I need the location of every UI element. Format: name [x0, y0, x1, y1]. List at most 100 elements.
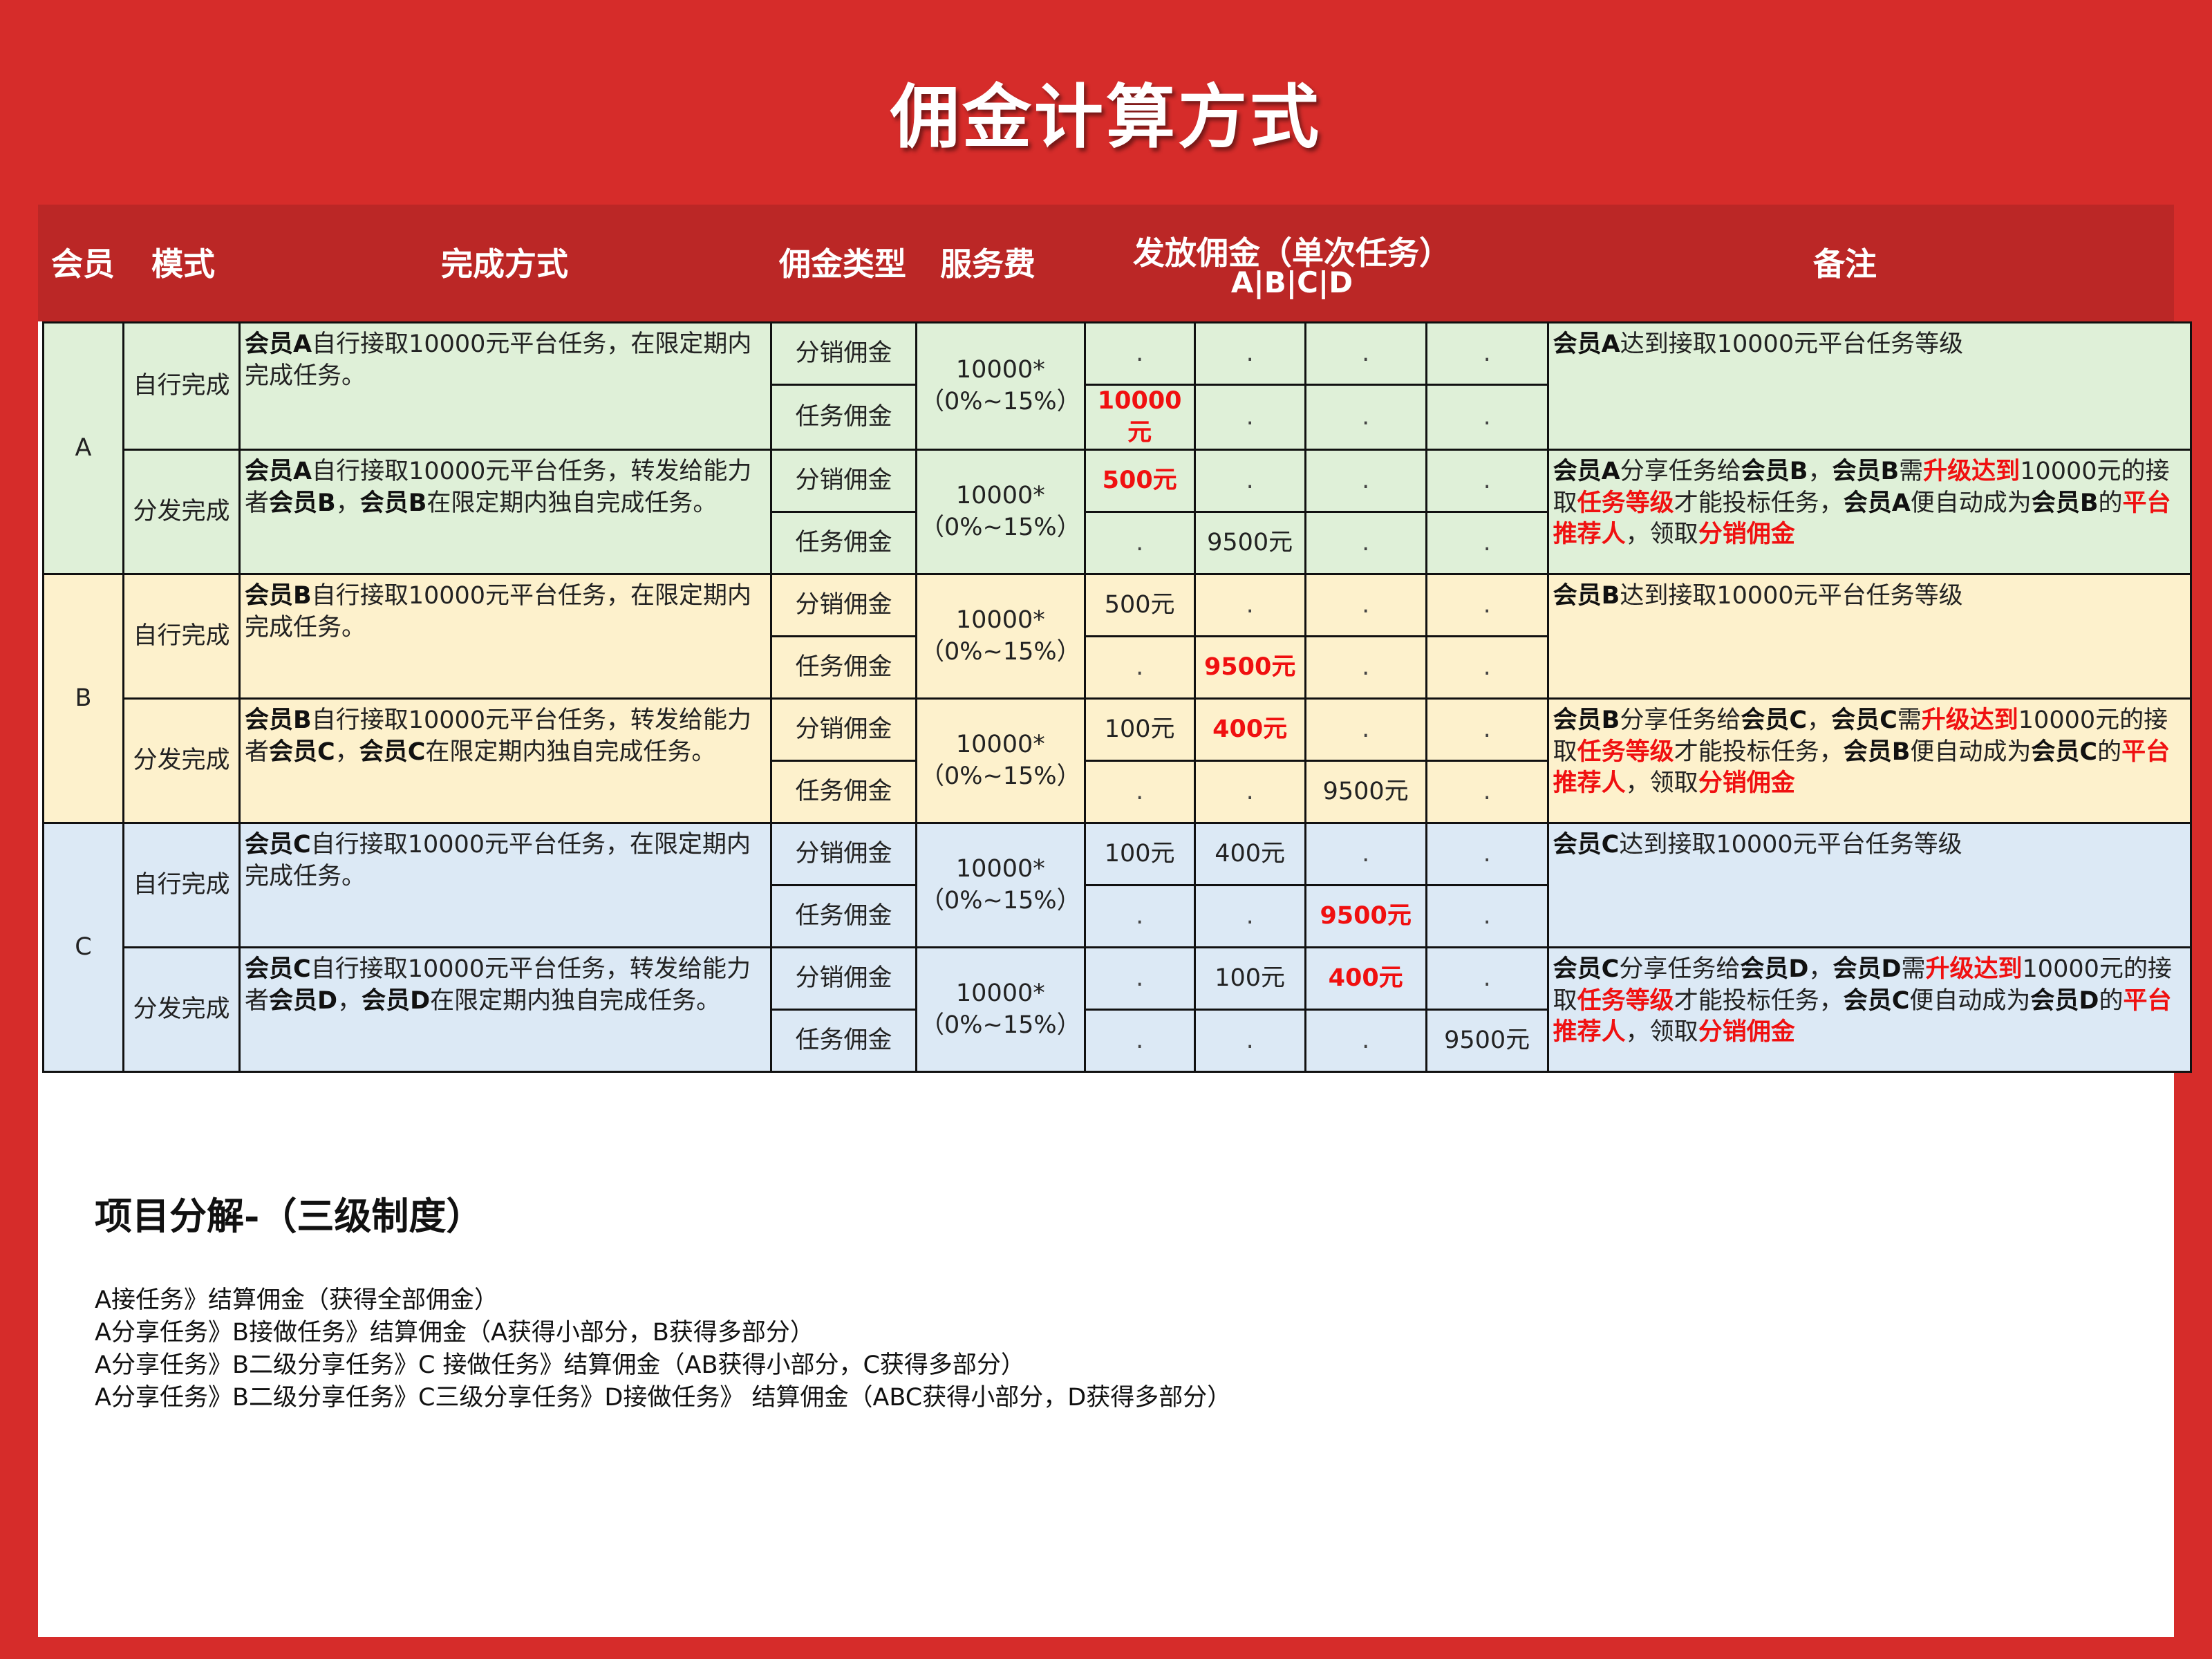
payout-cell-a: 10000元: [1083, 384, 1196, 451]
text-segment: 才能投标任务，: [1674, 489, 1844, 517]
mode-cell: 分发完成: [122, 697, 241, 824]
text-segment: 在限定期内独自完成任务。: [430, 986, 721, 1015]
text-segment: 会员B: [245, 582, 312, 610]
table-row: 任务佣金. 9500元..: [44, 511, 2191, 575]
text-segment: 会员C: [1831, 706, 1897, 734]
header-payout-sub: A|B|C|D: [1230, 265, 1353, 299]
header-method: 完成方式: [441, 245, 568, 283]
payout-cell-a: .: [1083, 321, 1196, 386]
payout-cell-d: .: [1425, 384, 1549, 451]
table-row: C 自行完成 会员C自行接取10000元平台任务，在限定期内完成任务。 分销佣金 100…: [42, 822, 2192, 1073]
highlight-text: 平台推荐人: [1553, 738, 2171, 798]
mode-cell: 分发完成: [122, 946, 241, 1073]
payout-cell-a: .: [1083, 760, 1196, 824]
header-type: 佣金类型: [779, 245, 906, 283]
payout-cell-b: .: [1193, 884, 1306, 948]
table-header: 会员 模式 完成方式 佣金类型 服务费 发放佣金（单次任务） A|B|C|D 备…: [38, 205, 2174, 321]
payout-cell-c: .: [1304, 1009, 1427, 1073]
text-segment: ，: [335, 489, 360, 517]
mode-cell: 自行完成: [122, 822, 241, 948]
header-member: 会员: [51, 245, 115, 283]
text-segment: 10000元的接取: [1553, 955, 2172, 1015]
text-segment: 会员D: [2030, 986, 2099, 1015]
text-segment: 会员B: [359, 489, 427, 517]
text-segment: 会员A: [1553, 330, 1620, 358]
text-segment: ，: [1808, 458, 1833, 485]
text-segment: 需: [1901, 955, 1926, 983]
text-segment: 才能投标任务，: [1674, 738, 1844, 766]
table-row: 任务佣金. 9500元..: [44, 635, 2191, 700]
commission-type-cell: 分销佣金: [770, 321, 917, 386]
commission-type-cell: 任务佣金: [770, 760, 917, 824]
table-row: 分发完成 会员B自行接取10000元平台任务，转发给能力者会员C，会员C在限定期内…: [44, 697, 2192, 824]
payout-cell-b: .: [1193, 384, 1306, 451]
commission-table: A 自行完成 会员A自行接取10000元平台任务，在限定期内完成任务。 分销佣金 100…: [42, 321, 2192, 1073]
payout-cell-d: .: [1425, 884, 1549, 948]
payout-cell-b: .: [1193, 760, 1306, 824]
text-segment: 的: [2098, 489, 2123, 517]
text-segment: ，: [1807, 706, 1832, 734]
text-segment: 分享任务给: [1620, 706, 1741, 734]
table-row: 分发完成 会员A自行接取10000元平台任务，转发给能力者会员B，会员B在限定期内…: [44, 449, 2192, 575]
text-segment: 自行接取10000元平台任务，在限定期内完成任务。: [245, 582, 752, 641]
text-segment: 会员A: [245, 330, 312, 358]
method-cell: 会员B自行接取10000元平台任务，在限定期内完成任务。: [238, 573, 772, 700]
text-segment: 会员C: [245, 831, 311, 859]
payout-cell-a: .: [1083, 511, 1196, 575]
text-segment: 才能投标任务，: [1674, 986, 1844, 1015]
mode-cell: 自行完成: [122, 573, 241, 700]
mode-cell: 分发完成: [122, 449, 241, 575]
payout-cell-c: 400元: [1304, 946, 1427, 1011]
payout-cell-b: .: [1193, 1009, 1306, 1073]
payout-cell-d: .: [1425, 449, 1549, 513]
breakdown-line: A分享任务》B二级分享任务》C 接做任务》结算佣金（AB获得小部分，C获得多部分…: [95, 1351, 1025, 1379]
text-segment: 达到接取10000元平台任务等级: [1620, 330, 1964, 358]
payout-cell-c: .: [1304, 384, 1427, 451]
commission-type-cell: 任务佣金: [770, 1009, 917, 1073]
text-segment: 10000元的接取: [1553, 706, 2168, 766]
payout-cell-b: 400元: [1193, 697, 1306, 762]
commission-type-cell: 分销佣金: [770, 822, 917, 886]
method-cell: 会员A自行接取10000元平台任务，在限定期内完成任务。: [238, 321, 772, 451]
table-row: 任务佣金 10000元...: [44, 384, 2191, 451]
payout-cell-d: .: [1425, 321, 1549, 386]
payout-cell-b: .: [1193, 449, 1306, 513]
text-segment: 会员B: [269, 489, 336, 517]
breakdown-line: A分享任务》B接做任务》结算佣金（A获得小部分，B获得多部分）: [95, 1319, 814, 1347]
member-cell: C: [42, 822, 124, 1073]
text-segment: 需: [1899, 458, 1924, 485]
commission-type-cell: 任务佣金: [770, 511, 917, 575]
text-segment: ，领取: [1625, 521, 1698, 548]
text-segment: 便自动成为: [1910, 489, 2032, 517]
remark-cell: 会员A达到接取10000元平台任务等级: [1546, 321, 2192, 451]
text-segment: 需: [1897, 706, 1922, 734]
payout-cell-a: .: [1083, 884, 1196, 948]
text-segment: 会员C: [245, 955, 311, 983]
payout-cell-a: .: [1083, 1009, 1196, 1073]
payout-cell-c: .: [1304, 697, 1427, 762]
text-segment: 在限定期内独自完成任务。: [427, 489, 718, 517]
header-payout: 发放佣金（单次任务）: [1133, 234, 1451, 272]
text-segment: 会员D: [1740, 955, 1809, 983]
mode-cell: 自行完成: [122, 321, 241, 451]
breakdown-line: A接任务》结算佣金（获得全部佣金）: [95, 1286, 498, 1314]
remark-cell: 会员A分享任务给会员B，会员B需升级达到10000元的接取任务等级才能投标任务，…: [1546, 449, 2192, 575]
commission-type-cell: 分销佣金: [770, 946, 917, 1011]
text-segment: 会员D: [1833, 955, 1902, 983]
method-cell: 会员C自行接取10000元平台任务，转发给能力者会员D，会员D在限定期内独自完成…: [238, 946, 772, 1073]
text-segment: 便自动成为: [1910, 738, 2032, 766]
text-segment: 会员D: [362, 986, 431, 1015]
highlight-text: 平台推荐人: [1553, 986, 2172, 1047]
text-segment: 会员C: [359, 738, 426, 766]
text-segment: 便自动成为: [1909, 986, 2031, 1015]
text-segment: 会员C: [269, 738, 335, 766]
text-segment: 会员A: [1843, 489, 1911, 517]
highlight-text: 任务等级: [1577, 489, 1674, 517]
member-cell: A: [42, 321, 124, 575]
text-segment: 自行接取10000元平台任务，在限定期内完成任务。: [245, 831, 751, 890]
remark-cell: 会员C分享任务给会员D，会员D需升级达到10000元的接取任务等级才能投标任务，…: [1546, 946, 2192, 1073]
highlight-text: 升级达到: [1923, 458, 2021, 485]
text-segment: 会员B: [2031, 489, 2099, 517]
payout-cell-b: .: [1193, 573, 1306, 637]
highlight-text: 平台推荐人: [1553, 489, 2171, 549]
